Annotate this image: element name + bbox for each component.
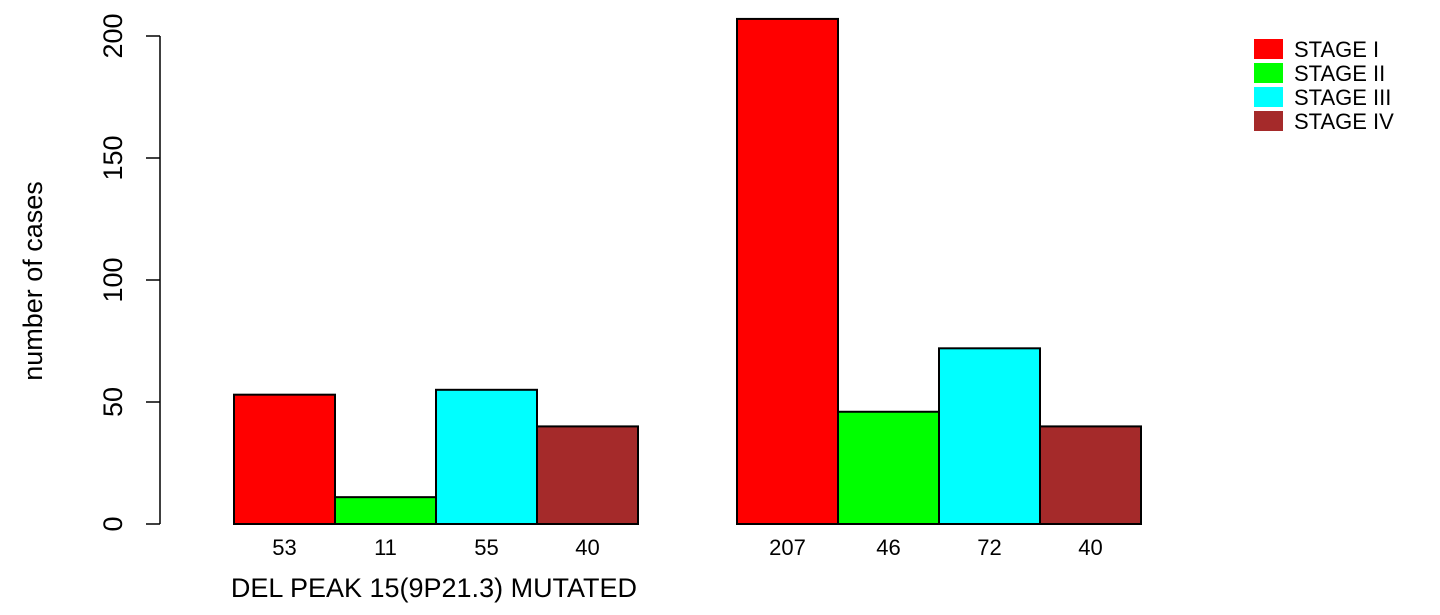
bar-value-label: 55 bbox=[474, 535, 498, 560]
legend-swatch bbox=[1254, 39, 1283, 59]
value-labels: 53 11 55 40 207 46 72 40 bbox=[272, 535, 1102, 560]
bar bbox=[334, 496, 437, 526]
legend-label: STAGE IV bbox=[1294, 109, 1394, 134]
legend-label: STAGE II bbox=[1294, 61, 1385, 86]
x-axis-title: DEL PEAK 15(9P21.3) MUTATED bbox=[231, 573, 637, 603]
bar-value-label: 46 bbox=[876, 535, 900, 560]
legend-swatch bbox=[1254, 87, 1283, 107]
bar-value-label: 40 bbox=[575, 535, 599, 560]
bar-value-label: 207 bbox=[769, 535, 806, 560]
legend-swatch bbox=[1254, 63, 1283, 83]
bar-value-label: 40 bbox=[1078, 535, 1102, 560]
y-tick-label: 100 bbox=[98, 257, 128, 302]
y-axis-title: number of cases bbox=[18, 181, 48, 381]
y-tick-label: 200 bbox=[98, 13, 128, 58]
y-tick-label: 150 bbox=[98, 135, 128, 180]
y-tick-label: 50 bbox=[98, 387, 128, 417]
bar bbox=[536, 425, 639, 525]
bar-value-label: 72 bbox=[977, 535, 1001, 560]
bar-value-label: 11 bbox=[374, 535, 397, 560]
bar bbox=[736, 17, 839, 525]
bar bbox=[1039, 425, 1142, 525]
bar bbox=[435, 388, 538, 525]
legend-swatch bbox=[1254, 111, 1283, 131]
bar bbox=[938, 347, 1041, 525]
bar bbox=[837, 410, 940, 526]
bar-value-label: 53 bbox=[272, 535, 296, 560]
legend-label: STAGE III bbox=[1294, 85, 1391, 110]
bar bbox=[233, 393, 336, 525]
bars bbox=[233, 17, 1142, 526]
y-tick-label: 0 bbox=[98, 516, 128, 531]
y-axis: 0 50 100 150 200 bbox=[98, 13, 161, 532]
legend-label: STAGE I bbox=[1294, 37, 1379, 62]
